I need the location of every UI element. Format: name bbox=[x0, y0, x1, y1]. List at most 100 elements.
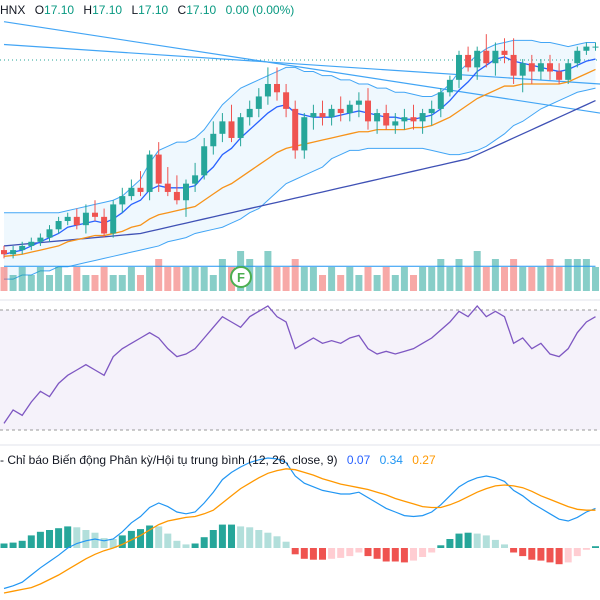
macd-hist-bar bbox=[482, 535, 490, 548]
candle bbox=[10, 250, 17, 255]
macd-hist-bar bbox=[0, 543, 8, 548]
candle bbox=[337, 108, 344, 114]
volume-bar bbox=[546, 259, 554, 291]
macd-hist-bar bbox=[64, 526, 72, 548]
volume-bar bbox=[501, 267, 508, 291]
macd-legend-title: - Chỉ báo Biến động Phân kỳ/Hội tụ trung… bbox=[0, 453, 338, 467]
volume-bar bbox=[18, 267, 26, 291]
macd-hist-bar bbox=[200, 537, 208, 548]
volume-bar bbox=[55, 267, 63, 291]
candle bbox=[110, 204, 117, 234]
upper-band-line bbox=[4, 39, 596, 214]
volume-bar bbox=[100, 267, 108, 291]
candle bbox=[92, 212, 98, 217]
candle bbox=[474, 50, 481, 68]
volume-bar bbox=[291, 259, 299, 291]
macd-hist-bar bbox=[382, 548, 390, 562]
macd-line bbox=[3, 457, 596, 590]
volume-bar bbox=[410, 275, 417, 291]
candle bbox=[556, 71, 563, 80]
candle bbox=[28, 241, 35, 246]
volume-bar bbox=[264, 251, 272, 291]
volume-bar bbox=[337, 275, 345, 291]
event-marker-circle bbox=[230, 266, 252, 288]
candle bbox=[255, 96, 262, 109]
candle bbox=[465, 54, 472, 68]
macd-hist-bar bbox=[82, 530, 90, 548]
macd-hist-bar bbox=[173, 540, 181, 548]
candle bbox=[292, 108, 299, 151]
macd-hist-bar bbox=[182, 544, 190, 548]
macd-hist-bar bbox=[555, 548, 563, 565]
candle bbox=[446, 79, 453, 93]
macd-hist-bar bbox=[9, 542, 17, 548]
volume-bar bbox=[82, 275, 90, 291]
candle bbox=[574, 50, 581, 64]
candle bbox=[264, 83, 271, 97]
macd-hist-bar bbox=[209, 530, 217, 548]
macd-hist-bar bbox=[355, 548, 363, 553]
macd-hist-bar bbox=[546, 548, 554, 563]
candle bbox=[374, 113, 381, 122]
macd-hist-bar bbox=[573, 548, 581, 557]
volume-bar bbox=[464, 267, 472, 291]
macd-legend: - Chỉ báo Biến động Phân kỳ/Hội tụ trung… bbox=[0, 453, 436, 467]
candle bbox=[64, 216, 71, 222]
band-fill bbox=[4, 40, 596, 280]
trendline-2 bbox=[3, 43, 600, 85]
open-label: O bbox=[34, 3, 45, 17]
high-value: 17.10 bbox=[92, 3, 123, 17]
candle bbox=[274, 83, 280, 93]
candle bbox=[365, 100, 371, 122]
candle bbox=[328, 108, 335, 118]
macd-hist-bar bbox=[582, 548, 590, 550]
macd-value: 0.07 bbox=[346, 453, 371, 467]
ma-mid-line bbox=[3, 68, 596, 257]
macd-hist-bar bbox=[55, 528, 63, 548]
volume-bar bbox=[592, 267, 599, 291]
candle bbox=[146, 154, 153, 192]
volume-bar bbox=[473, 251, 481, 291]
candle bbox=[1, 250, 7, 255]
macd-hist-bar bbox=[27, 535, 35, 548]
candle bbox=[46, 229, 53, 238]
macd-hist-bar bbox=[400, 548, 408, 563]
macd-hist-bar bbox=[564, 548, 572, 563]
volume-bar bbox=[146, 267, 154, 291]
signal-line bbox=[3, 468, 596, 594]
macd-hist-bar bbox=[528, 548, 536, 560]
volume-bar bbox=[309, 267, 317, 291]
candle bbox=[173, 191, 180, 201]
volume-bars: F bbox=[0, 251, 599, 291]
candle bbox=[346, 104, 353, 114]
candle bbox=[19, 245, 26, 251]
candle bbox=[37, 237, 44, 242]
volume-bar bbox=[127, 267, 135, 291]
bollinger-band bbox=[4, 39, 596, 280]
candlesticks bbox=[1, 34, 599, 259]
macd-hist-bar bbox=[228, 524, 235, 548]
volume-bar bbox=[428, 267, 436, 291]
trendline-1 bbox=[3, 21, 600, 114]
candle bbox=[237, 117, 244, 138]
macd-hist-bar bbox=[391, 548, 399, 562]
volume-bar bbox=[364, 267, 372, 291]
hist-value: 0.27 bbox=[412, 453, 436, 467]
candle bbox=[246, 108, 253, 118]
volume-bar bbox=[564, 259, 572, 291]
candle bbox=[528, 63, 535, 72]
open-value: 17.10 bbox=[44, 3, 75, 17]
macd-hist-bar bbox=[137, 529, 144, 548]
candle bbox=[319, 113, 326, 118]
candle bbox=[519, 63, 526, 76]
close-value: 17.10 bbox=[186, 3, 217, 17]
macd-hist-bar bbox=[164, 533, 172, 548]
rsi-pane bbox=[0, 299, 600, 446]
macd-hist-bar bbox=[237, 526, 245, 548]
macd-hist-bar bbox=[109, 539, 117, 548]
macd-hist-bar bbox=[455, 533, 463, 548]
volume-bar bbox=[519, 267, 527, 291]
macd-hist-bar bbox=[419, 548, 427, 557]
macd-hist-bar bbox=[255, 530, 263, 548]
